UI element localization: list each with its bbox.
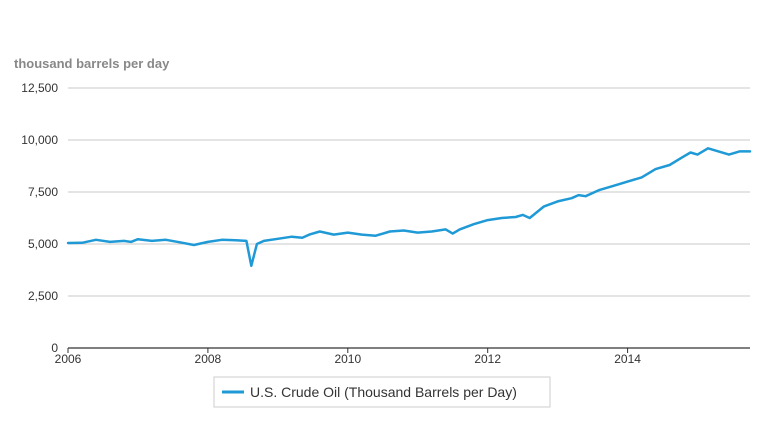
y-tick-label: 7,500 xyxy=(28,185,58,199)
legend[interactable]: U.S. Crude Oil (Thousand Barrels per Day… xyxy=(213,376,551,408)
x-axis: 2006 2008 2010 2012 2014 xyxy=(55,347,750,366)
x-tick-label: 2012 xyxy=(474,352,501,366)
x-tick-label: 2014 xyxy=(614,352,641,366)
x-tick-label: 2008 xyxy=(195,352,222,366)
series-line xyxy=(66,147,752,268)
y-tick-label: 12,500 xyxy=(21,81,58,95)
legend-box xyxy=(213,376,551,408)
y-tick-label: 2,500 xyxy=(28,289,58,303)
y-tick-label: 5,000 xyxy=(28,237,58,251)
series-layer xyxy=(66,147,752,268)
legend-label: U.S. Crude Oil (Thousand Barrels per Day… xyxy=(250,384,517,400)
x-tick-label: 2006 xyxy=(55,352,82,366)
y-tick-label: 0 xyxy=(51,341,58,355)
y-unit-label: thousand barrels per day xyxy=(14,56,170,71)
grid-lines xyxy=(68,87,750,297)
y-axis-ticks: 0 2,500 5,000 7,500 10,000 12,500 xyxy=(21,81,58,355)
x-tick-label: 2010 xyxy=(334,352,361,366)
y-tick-label: 10,000 xyxy=(21,133,58,147)
